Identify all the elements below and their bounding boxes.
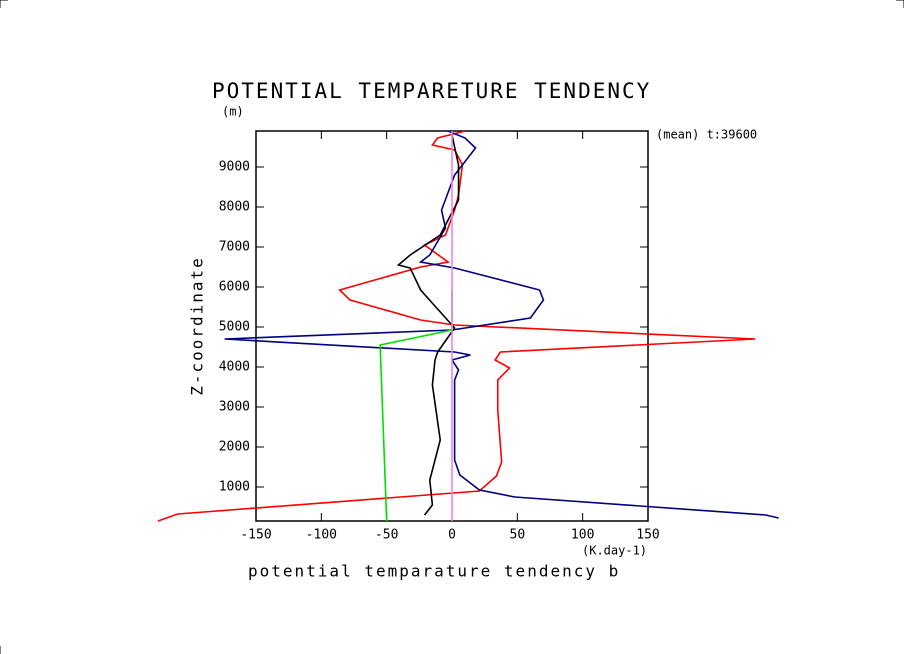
y-tick-label: 6000 (219, 280, 250, 295)
y-tick-label: 1000 (219, 480, 250, 495)
y-tick-label: 2000 (219, 440, 250, 455)
y-tick-label: 4000 (219, 360, 250, 375)
x-tick-label: 50 (510, 528, 526, 543)
x-tick-label: 0 (448, 528, 456, 543)
y-unit: (m) (222, 105, 244, 119)
y-tick-label: 3000 (219, 400, 250, 415)
x-tick-label: -150 (240, 528, 271, 543)
y-tick-label: 9000 (219, 160, 250, 175)
x-tick-label: -50 (375, 528, 398, 543)
y-tick-label: 8000 (219, 200, 250, 215)
x-axis-label: potential temparature tendency b (248, 562, 620, 581)
x-tick-label: -100 (306, 528, 337, 543)
x-tick-label: 150 (636, 528, 659, 543)
x-unit: (K.day-1) (582, 544, 647, 558)
y-tick-label: 5000 (219, 320, 250, 335)
profile-line (157, 130, 756, 522)
annotation: (mean) t:39600 (656, 128, 757, 142)
profile-line (396, 134, 460, 516)
y-tick-label: 7000 (219, 240, 250, 255)
profile-line (379, 290, 453, 522)
x-tick-label: 100 (571, 528, 594, 543)
chart-title: POTENTIAL TEMPARETURE TENDENCY (212, 79, 651, 103)
y-axis-label: Z-coordinate (188, 256, 207, 396)
